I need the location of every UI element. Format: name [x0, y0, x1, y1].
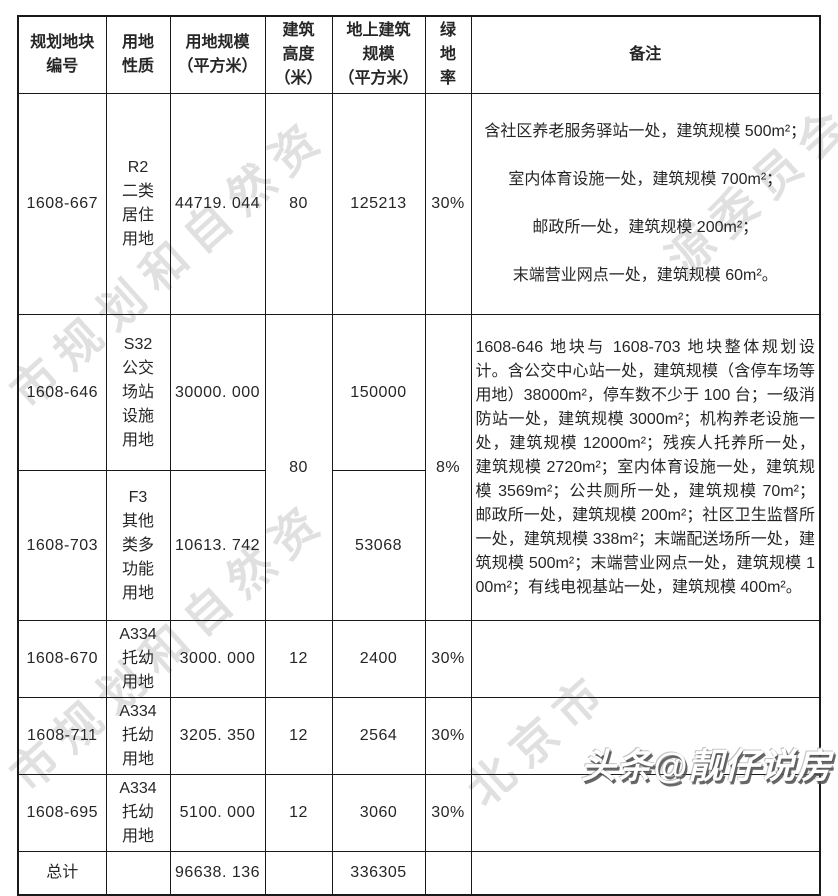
header-green-ratio: 绿 地 率	[424, 15, 472, 94]
remark-line: 含社区养老服务驿站一处，建筑规模 500m²；	[484, 123, 807, 140]
cell-green-ratio: 30%	[424, 620, 472, 698]
cell-land-area: 5100. 000	[169, 774, 266, 852]
cell-empty	[105, 851, 171, 895]
cell-land-area: 3000. 000	[169, 620, 266, 698]
cell-remarks-empty	[470, 620, 821, 698]
cell-plot-id: 1608-646	[17, 314, 107, 471]
header-land-area: 用地规模 （平方米）	[169, 15, 266, 94]
cell-floor-area: 125213	[331, 93, 426, 315]
cell-total-floor-area: 336305	[331, 851, 426, 895]
cell-land-area: 44719. 044	[169, 93, 266, 315]
table-row-1608-667: 1608-667 R2 二类 居住 用地 44719. 044 80 12521…	[17, 93, 821, 315]
table-row-1608-646: 1608-646 S32 公交 场站 设施 用地 30000. 000 80 1…	[17, 314, 821, 621]
cell-plot-id: 1608-667	[17, 93, 107, 315]
cell-plot-id: 1608-695	[17, 774, 107, 852]
header-remarks: 备注	[470, 15, 821, 94]
cell-total-land-area: 96638. 136	[169, 851, 266, 895]
cell-floor-area: 150000	[331, 314, 426, 471]
cell-remarks-merged: 1608-646 地块与 1608-703 地块整体规划设计。含公交中心站一处，…	[470, 314, 821, 621]
cell-land-use: R2 二类 居住 用地	[105, 93, 171, 315]
table-row-1608-670: 1608-670 A334 托幼 用地 3000. 000 12 2400 30…	[17, 620, 821, 698]
remark-line: 室内体育设施一处，建筑规模 700m²；	[508, 171, 783, 188]
header-building-height: 建筑 高度 （米）	[264, 15, 333, 94]
cell-land-area: 3205. 350	[169, 697, 266, 775]
cell-plot-id: 1608-670	[17, 620, 107, 698]
cell-empty	[424, 851, 472, 895]
cell-land-area: 30000. 000	[169, 314, 266, 471]
cell-floor-area: 2400	[331, 620, 426, 698]
table-row-total: 总计 96638. 136 336305	[17, 851, 821, 895]
cell-building-height: 12	[264, 697, 333, 775]
cell-building-height: 80	[264, 93, 333, 315]
cell-remarks: 含社区养老服务驿站一处，建筑规模 500m²； 室内体育设施一处，建筑规模 70…	[470, 93, 821, 315]
cell-land-use: A334 托幼 用地	[105, 620, 171, 698]
remark-line: 末端营业网点一处，建筑规模 60m²。	[512, 267, 778, 284]
cell-total-label: 总计	[17, 851, 107, 895]
cell-green-ratio: 30%	[424, 697, 472, 775]
cell-land-use: A334 托幼 用地	[105, 697, 171, 775]
cell-green-ratio-merged: 8%	[424, 314, 472, 621]
header-floor-area: 地上建筑 规模 （平方米）	[331, 15, 426, 94]
cell-building-height: 12	[264, 774, 333, 852]
cell-plot-id: 1608-703	[17, 470, 107, 621]
cell-remarks-empty	[470, 697, 821, 775]
header-land-use: 用地 性质	[105, 15, 171, 94]
cell-floor-area: 2564	[331, 697, 426, 775]
cell-land-use: F3 其他 类多 功能 用地	[105, 470, 171, 621]
toutiao-author-badge: 头条@靓仔说房	[580, 747, 832, 786]
cell-empty	[470, 851, 821, 895]
cell-land-area: 10613. 742	[169, 470, 266, 621]
cell-green-ratio: 30%	[424, 774, 472, 852]
cell-green-ratio: 30%	[424, 93, 472, 315]
cell-empty	[264, 851, 333, 895]
table-header-row: 规划地块 编号 用地 性质 用地规模 （平方米） 建筑 高度 （米） 地上建筑 …	[17, 15, 821, 94]
cell-building-height-merged: 80	[264, 314, 333, 621]
cell-land-use: A334 托幼 用地	[105, 774, 171, 852]
cell-land-use: S32 公交 场站 设施 用地	[105, 314, 171, 471]
cell-floor-area: 3060	[331, 774, 426, 852]
table-row-1608-711: 1608-711 A334 托幼 用地 3205. 350 12 2564 30…	[17, 697, 821, 775]
cell-floor-area: 53068	[331, 470, 426, 621]
remark-line: 邮政所一处，建筑规模 200m²；	[532, 219, 759, 236]
table-row-1608-703: 1608-703 F3 其他 类多 功能 用地 10613. 742 53068	[17, 470, 820, 621]
cell-building-height: 12	[264, 620, 333, 698]
cell-plot-id: 1608-711	[17, 697, 107, 775]
header-plot-id: 规划地块 编号	[17, 15, 107, 94]
